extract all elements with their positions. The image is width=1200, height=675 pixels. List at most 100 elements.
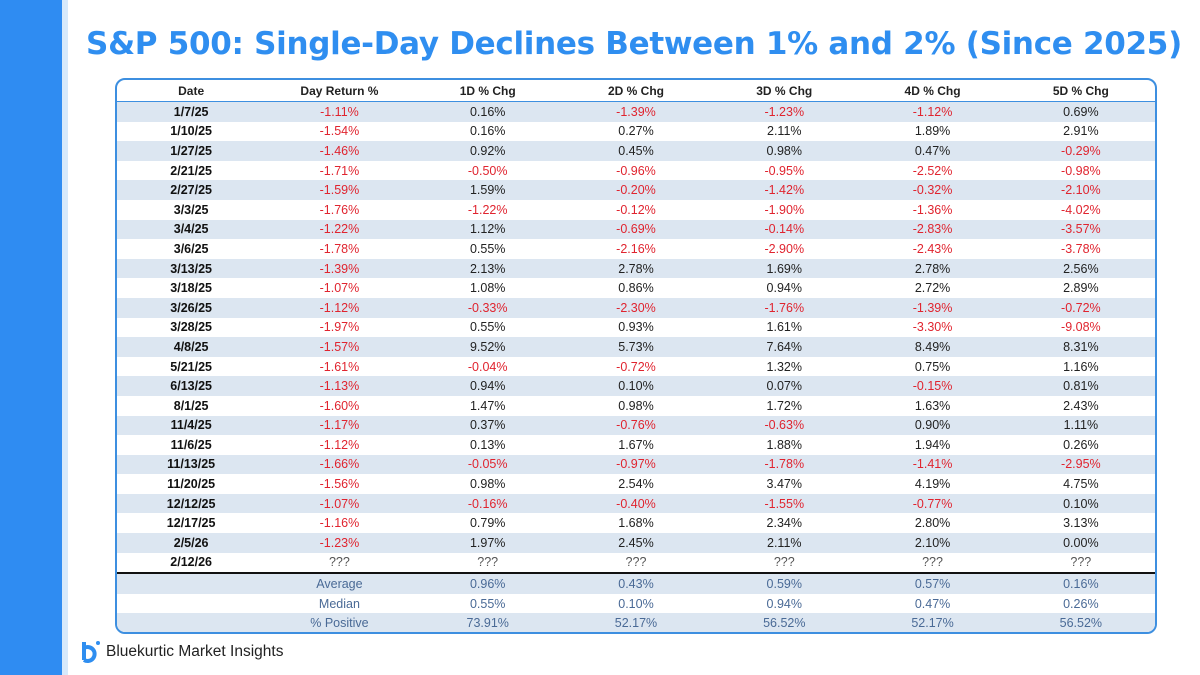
4d-chg-summary-cell: 0.26% <box>1063 596 1099 611</box>
3d-chg-cell: -1.42% <box>710 180 859 200</box>
returns-table: Date Day Return % 1D % Chg 2D % Chg 3D % Chg… <box>117 80 1155 632</box>
2d-chg-cell: 0.93% <box>618 320 654 335</box>
2d-chg-cell: 1.67% <box>618 437 654 452</box>
date-cell: 12/12/25 <box>117 493 266 514</box>
day-return-cell: -1.13% <box>265 376 414 396</box>
4d-chg-cell: -1.39% <box>858 297 1007 318</box>
date-cell: 2/21/25 <box>170 163 212 178</box>
1d-chg-cell: ??? <box>477 555 499 570</box>
day-return-cell: -1.11% <box>265 101 414 122</box>
4d-chg-cell: -1.36% <box>912 202 953 217</box>
summary-row: Median 0.55% 0.10% 0.94% 0.47% 0.26% <box>117 594 1155 614</box>
2d-chg-cell: ??? <box>625 555 647 570</box>
3d-chg-cell: 1.88% <box>766 437 802 452</box>
table-row: 2/21/25 -1.71% -0.50% -0.96% -0.95% -2.52% -0.… <box>117 161 1155 181</box>
day-return-cell: -1.07% <box>265 493 414 514</box>
3d-chg-cell: -1.23% <box>710 101 859 122</box>
day-return-cell: -1.46% <box>265 141 414 161</box>
1d-chg-cell: 1.59% <box>413 180 562 200</box>
1d-chg-cell: 2.13% <box>413 258 562 279</box>
5d-chg-cell: -9.08% <box>1061 320 1101 335</box>
table-header-row: Date Day Return % 1D % Chg 2D % Chg 3D % Chg… <box>117 80 1155 102</box>
2d-chg-cell: 5.73% <box>561 337 711 357</box>
5d-chg-cell: 1.16% <box>1063 359 1099 374</box>
table-row: 4/8/25 -1.57% 9.52% 5.73% 7.64% 8.49% 8.31% <box>117 337 1155 357</box>
5d-chg-cell: 0.69% <box>1006 101 1155 122</box>
2d-chg-cell: -1.39% <box>561 101 711 122</box>
table-row: 11/4/25 -1.17% 0.37% -0.76% -0.63% 0.90% 1.11% <box>117 415 1155 436</box>
3d-chg-cell: -1.90% <box>764 202 805 217</box>
4d-chg-cell: ??? <box>922 555 943 570</box>
date-cell: 2/5/26 <box>117 533 266 553</box>
5d-chg-cell: -3.57% <box>1006 219 1155 240</box>
4d-chg-cell: 0.47% <box>858 141 1007 161</box>
date-cell: 11/6/25 <box>170 437 212 452</box>
day-return-cell: -1.57% <box>265 337 414 357</box>
5d-chg-cell: 3.13% <box>1063 516 1099 531</box>
2d-chg-cell: -0.97% <box>561 454 711 475</box>
4d-chg-cell: -0.32% <box>858 180 1007 200</box>
table-row: 6/13/25 -1.13% 0.94% 0.10% 0.07% -0.15% 0.81% <box>117 376 1155 396</box>
3d-chg-summary-cell: 0.47% <box>914 596 951 611</box>
1d-chg-cell: 0.92% <box>413 141 562 161</box>
5d-chg-cell: -0.72% <box>1006 297 1155 318</box>
date-cell: 3/28/25 <box>170 320 212 335</box>
page-title: S&P 500: Single-Day Declines Between 1% … <box>86 26 1182 62</box>
3d-chg-cell: ??? <box>773 555 795 570</box>
1d-chg-cell: 0.13% <box>469 437 506 452</box>
2d-chg-cell: -2.16% <box>616 241 656 256</box>
5d-chg-cell: 8.31% <box>1006 337 1155 357</box>
1d-chg-cell: 0.55% <box>469 320 506 335</box>
day-return-cell: -1.60% <box>319 398 360 413</box>
3d-chg-summary-cell: 52.17% <box>858 613 1007 632</box>
1d-chg-cell: 1.08% <box>469 281 506 296</box>
summary-blank-cell <box>117 613 266 632</box>
2d-chg-summary-cell: 56.52% <box>710 613 859 632</box>
returns-table-container: Date Day Return % 1D % Chg 2D % Chg 3D % Chg… <box>115 78 1157 634</box>
column-header-5d-chg: 5D % Chg <box>1006 80 1155 102</box>
table-row: 3/13/25 -1.39% 2.13% 2.78% 1.69% 2.78% 2.56% <box>117 258 1155 279</box>
2d-chg-cell: 0.45% <box>561 141 711 161</box>
day-return-cell: -1.23% <box>265 533 414 553</box>
2d-chg-cell: 0.86% <box>618 281 654 296</box>
column-header-date: Date <box>117 80 266 102</box>
day-return-cell: -1.76% <box>319 202 360 217</box>
table-row: 2/5/26 -1.23% 1.97% 2.45% 2.11% 2.10% 0.00% <box>117 533 1155 553</box>
2d-chg-cell: -0.76% <box>561 415 711 436</box>
4d-chg-summary-cell: 56.52% <box>1006 613 1155 632</box>
date-cell: 1/27/25 <box>117 141 266 161</box>
5d-chg-cell: 0.26% <box>1063 437 1099 452</box>
table-row: 8/1/25 -1.60% 1.47% 0.98% 1.72% 1.63% 2.43% <box>117 396 1155 416</box>
1d-chg-cell: -0.16% <box>413 493 562 514</box>
day-return-cell: -1.12% <box>265 297 414 318</box>
table-row: 1/7/25 -1.11% 0.16% -1.39% -1.23% -1.12% 0.69% <box>117 101 1155 122</box>
4d-chg-cell: -3.30% <box>912 320 953 335</box>
date-cell: 3/18/25 <box>170 281 212 296</box>
day-return-cell: -1.16% <box>319 516 360 531</box>
5d-chg-cell: ??? <box>1070 555 1092 570</box>
column-header-day-return: Day Return % <box>265 80 414 102</box>
column-header-1d-chg: 1D % Chg <box>413 80 562 102</box>
4d-chg-cell: 2.78% <box>858 258 1007 279</box>
4d-chg-cell: -2.83% <box>858 219 1007 240</box>
table-body: 1/7/25 -1.11% 0.16% -1.39% -1.23% -1.12% 0.69%… <box>117 101 1155 632</box>
3d-chg-cell: 1.32% <box>766 359 802 374</box>
table-row: 11/20/25 -1.56% 0.98% 2.54% 3.47% 4.19% 4.75% <box>117 474 1155 494</box>
4d-chg-summary-cell: 0.16% <box>1006 572 1155 594</box>
2d-chg-summary-cell: 0.94% <box>766 596 802 611</box>
day-return-cell: -1.56% <box>319 477 360 492</box>
2d-chg-cell: -0.72% <box>616 359 656 374</box>
date-cell: 11/13/25 <box>117 454 266 475</box>
table-row: 3/6/25 -1.78% 0.55% -2.16% -2.90% -2.43% -3.78… <box>117 239 1155 259</box>
bluekurtic-logo-icon <box>82 641 100 663</box>
2d-chg-cell: 1.68% <box>618 516 654 531</box>
date-cell: 3/4/25 <box>117 219 266 240</box>
3d-chg-cell: 1.61% <box>766 320 802 335</box>
date-cell: 5/21/25 <box>170 359 212 374</box>
3d-chg-cell: -1.55% <box>710 493 859 514</box>
3d-chg-cell: -1.78% <box>710 454 859 475</box>
5d-chg-cell: 2.91% <box>1063 124 1099 139</box>
3d-chg-cell: -0.14% <box>710 219 859 240</box>
summary-blank-cell <box>117 594 265 614</box>
table-row: 3/18/25 -1.07% 1.08% 0.86% 0.94% 2.72% 2.89% <box>117 278 1155 298</box>
